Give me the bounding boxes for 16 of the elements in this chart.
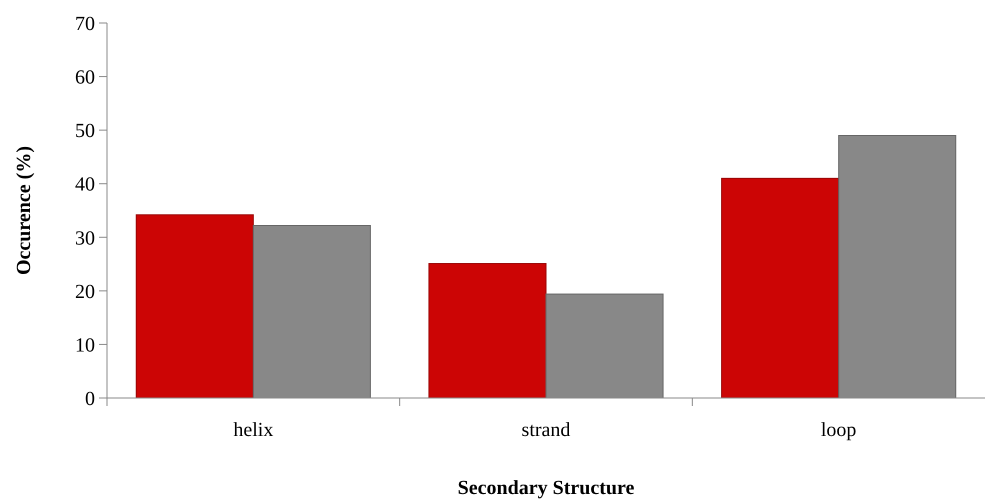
y-tick-label: 60 — [75, 66, 95, 89]
bar — [428, 263, 546, 398]
y-tick-label: 50 — [75, 120, 95, 142]
bar — [721, 178, 840, 398]
y-tick-label: 20 — [75, 280, 95, 303]
bar — [136, 214, 254, 398]
y-tick-label: 40 — [75, 174, 95, 196]
y-tick-label: 30 — [75, 227, 95, 250]
y-tick-label: 0 — [85, 388, 95, 410]
y-tick-label: 70 — [75, 13, 95, 35]
x-tick-label: helix — [233, 419, 274, 441]
x-tick-label: loop — [820, 419, 856, 441]
x-tick-label: strand — [522, 419, 570, 441]
y-tick-label: 10 — [75, 334, 95, 356]
x-axis-title: Secondary Structure — [458, 477, 635, 499]
y-axis-title: Occurence (%) — [13, 146, 35, 276]
